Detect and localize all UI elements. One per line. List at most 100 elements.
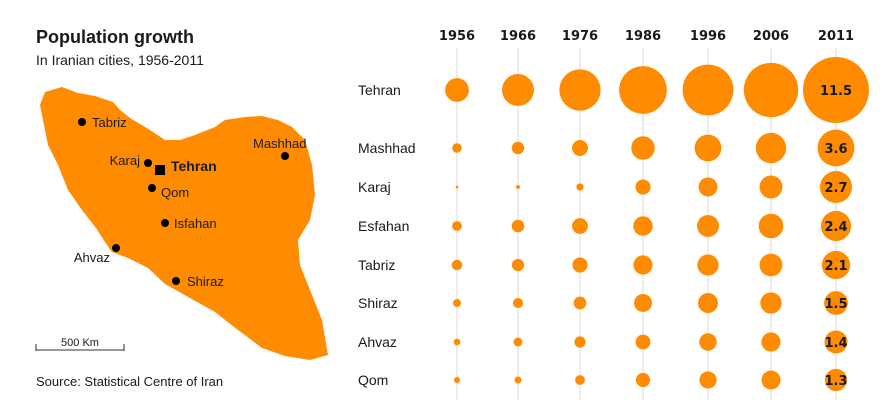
bubble-shiraz-1976 (573, 296, 587, 310)
row-label-esfahan: Esfahan (358, 218, 409, 234)
bubble-tehran-2011 (803, 57, 869, 123)
bubble-esfahan-1956 (452, 221, 462, 231)
row-label-shiraz: Shiraz (358, 295, 398, 311)
row-label-tabriz: Tabriz (358, 257, 395, 273)
bubble-shiraz-1996 (698, 293, 718, 313)
bubble-shiraz-1966 (512, 297, 524, 309)
bubble-esfahan-1996 (697, 215, 719, 237)
bubble-tabriz-2006 (759, 253, 783, 277)
year-header-2011: 2011 (818, 29, 854, 44)
bubble-tabriz-1996 (697, 254, 719, 276)
bubble-ahvaz-1966 (513, 337, 523, 347)
row-label-karaj: Karaj (358, 179, 391, 195)
bubble-mashhad-1956 (452, 143, 462, 153)
bubble-mashhad-1976 (572, 140, 588, 156)
city-marker-ahvaz (112, 244, 120, 252)
iran-map: Tabriz Karaj Tehran Qom Mashhad Isfahan Ahvaz S… (35, 87, 328, 360)
year-headers: 1956 1966 1976 1986 1996 2006 2011 (439, 29, 854, 44)
bubble-mashhad-1996 (694, 134, 722, 162)
bubble-tehran-1956 (445, 78, 469, 102)
bubble-ahvaz-1976 (574, 336, 586, 348)
bubble-qom-1986 (635, 372, 651, 388)
city-label-ahvaz: Ahvaz (74, 250, 110, 265)
chart-title: Population growth (36, 27, 194, 47)
bubble-ahvaz-2006 (761, 332, 781, 352)
bubbles: 11.5 3.6 2.7 2.4 2.1 1.5 1.4 1.3 (445, 57, 869, 392)
bubble-tehran-1996 (682, 64, 734, 116)
city-label-mashhad: Mashhad (253, 136, 306, 151)
bubble-karaj-1996 (698, 177, 718, 197)
bubble-esfahan-1966 (511, 219, 525, 233)
bubble-mashhad-2011 (817, 129, 855, 167)
source-note: Source: Statistical Centre of Iran (36, 374, 224, 389)
city-marker-qom (148, 184, 156, 192)
bubble-mashhad-2006 (755, 132, 787, 164)
bubble-shiraz-2006 (760, 292, 782, 314)
value-label-mashhad: 3.6 (824, 142, 847, 157)
value-label-esfahan: 2.4 (824, 220, 847, 235)
row-labels: Tehran Mashhad Karaj Esfahan Tabriz Shiraz Ahv… (358, 82, 416, 388)
bubble-esfahan-1986 (633, 216, 653, 236)
value-label-ahvaz: 1.4 (824, 336, 847, 351)
bubble-esfahan-1976 (572, 218, 588, 234)
bubble-qom-1996 (699, 371, 717, 389)
bubble-tehran-2006 (743, 62, 799, 118)
year-header-1986: 1986 (625, 29, 661, 44)
city-label-shiraz: Shiraz (187, 274, 224, 289)
value-label-tabriz: 2.1 (824, 259, 847, 274)
bubble-tehran-1986 (619, 66, 667, 114)
year-header-1976: 1976 (562, 29, 598, 44)
bubble-tabriz-1966 (511, 258, 525, 272)
value-label-qom: 1.3 (824, 374, 847, 389)
bubble-esfahan-2011 (820, 210, 852, 242)
scale-bar-label: 500 Km (61, 337, 99, 349)
row-label-tehran: Tehran (358, 82, 401, 98)
iran-shape (40, 87, 328, 360)
city-label-qom: Qom (161, 185, 189, 200)
bubble-ahvaz-1986 (635, 334, 651, 350)
bubble-karaj-1986 (635, 179, 651, 195)
scale-bar: 500 Km (35, 337, 125, 351)
bubble-ahvaz-1996 (699, 333, 717, 351)
capital-marker-tehran (155, 165, 165, 175)
bubble-karaj-2011 (820, 171, 852, 203)
value-label-tehran: 11.5 (820, 84, 852, 99)
bubble-shiraz-1956 (452, 298, 462, 308)
city-marker-shiraz (172, 277, 180, 285)
city-marker-mashhad (281, 152, 289, 160)
row-label-ahvaz: Ahvaz (358, 334, 397, 350)
bubble-qom-1966 (514, 376, 522, 384)
bubble-tehran-1976 (559, 69, 601, 111)
bubble-tabriz-2011 (821, 250, 851, 280)
bubble-qom-2006 (761, 370, 781, 390)
bubble-tabriz-1976 (572, 257, 588, 273)
chart-subtitle: In Iranian cities, 1956-2011 (36, 52, 204, 68)
city-label-tehran: Tehran (171, 158, 217, 174)
row-label-qom: Qom (358, 372, 388, 388)
bubble-mashhad-1966 (511, 141, 525, 155)
year-header-1996: 1996 (690, 29, 726, 44)
bubble-karaj-2006 (759, 175, 783, 199)
bubble-ahvaz-1956 (453, 338, 461, 346)
bubble-qom-1956 (453, 376, 461, 384)
city-label-tabriz: Tabriz (92, 115, 127, 130)
bubble-karaj-1976 (576, 183, 584, 191)
city-label-isfahan: Isfahan (174, 216, 217, 231)
city-marker-karaj (144, 159, 152, 167)
city-marker-tabriz (78, 118, 86, 126)
bubble-ahvaz-2011 (824, 330, 848, 354)
bubble-tabriz-1986 (633, 255, 653, 275)
value-label-karaj: 2.7 (824, 181, 847, 196)
bubble-tabriz-1956 (451, 259, 463, 271)
bubble-qom-1976 (575, 375, 585, 385)
bubble-karaj-1956 (455, 185, 459, 189)
value-label-shiraz: 1.5 (824, 297, 847, 312)
bubble-shiraz-2011 (824, 291, 848, 315)
city-marker-isfahan (161, 219, 169, 227)
year-header-1966: 1966 (500, 29, 536, 44)
bubble-qom-2011 (824, 368, 848, 392)
bubble-mashhad-1986 (631, 136, 655, 160)
bubble-karaj-1966 (516, 185, 520, 189)
row-label-mashhad: Mashhad (358, 140, 416, 156)
